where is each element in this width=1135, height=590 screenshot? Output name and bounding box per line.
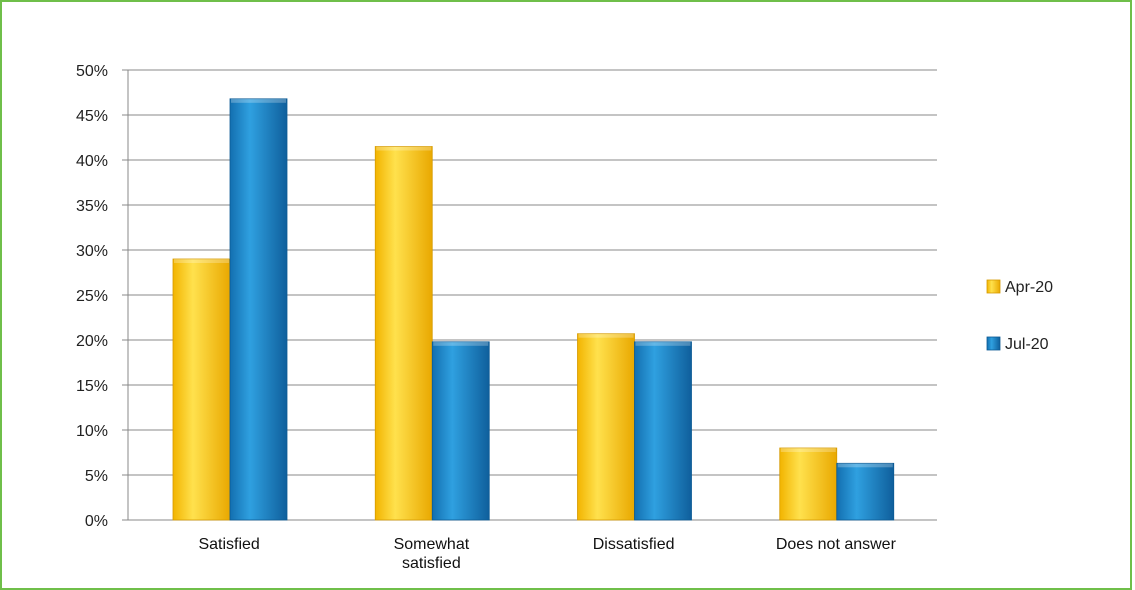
y-tick-label: 20% [76, 333, 108, 350]
y-tick-label: 15% [76, 378, 108, 395]
bar-highlight [433, 341, 489, 346]
bar-jul-20-0 [229, 98, 288, 521]
y-tick-label: 35% [76, 198, 108, 215]
legend-label-apr-20: Apr-20 [1005, 279, 1053, 296]
x-category-label-line: Does not answer [776, 536, 897, 553]
y-tick-label: 30% [76, 243, 108, 260]
x-axis-labels: Satisfied Somewhat satisfied Dissatisfied Do… [198, 536, 896, 572]
bar-highlight [578, 333, 634, 338]
legend-swatch-jul-20 [986, 336, 1001, 351]
x-category-label-line: Satisfied [198, 536, 259, 553]
bar-highlight [837, 463, 893, 468]
bar-apr-20-3 [779, 447, 838, 521]
bar-apr-20-2 [577, 333, 635, 521]
x-category-label: Dissatisfied [593, 536, 675, 553]
x-category-label-line: Dissatisfied [593, 536, 675, 553]
x-category-label-line: satisfied [402, 555, 461, 572]
bar-jul-20-3 [836, 462, 895, 521]
bar-highlight [780, 448, 836, 452]
y-tick-label: 0% [85, 513, 108, 530]
x-category-label: Somewhat satisfied [394, 536, 470, 572]
bars [172, 98, 895, 521]
bar-highlight [174, 259, 229, 263]
x-category-label-line: Somewhat [394, 536, 470, 553]
legend-label-jul-20: Jul-20 [1005, 336, 1049, 353]
legend: Apr-20 Jul-20 [986, 279, 1053, 353]
y-tick-label: 5% [85, 468, 108, 485]
x-category-label: Does not answer [776, 536, 897, 553]
y-tick-label: 10% [76, 423, 108, 440]
bar-highlight [376, 146, 432, 151]
y-axis-ticks: 0% 5% 10% 15% 20% 25% 30% 35% 40% 45% 50% [76, 63, 108, 530]
y-tick-label: 50% [76, 63, 108, 80]
y-tick-label: 25% [76, 288, 108, 305]
bar-jul-20-1 [431, 341, 490, 521]
x-category-label: Satisfied [198, 536, 259, 553]
bar-jul-20-2 [634, 341, 692, 521]
bar-apr-20-1 [374, 146, 433, 521]
legend-swatch-apr-20 [986, 279, 1001, 294]
bar-apr-20-0 [172, 258, 231, 521]
bar-highlight [231, 98, 286, 103]
y-tick-label: 45% [76, 108, 108, 125]
y-tick-label: 40% [76, 153, 108, 170]
bar-highlight [635, 341, 691, 346]
